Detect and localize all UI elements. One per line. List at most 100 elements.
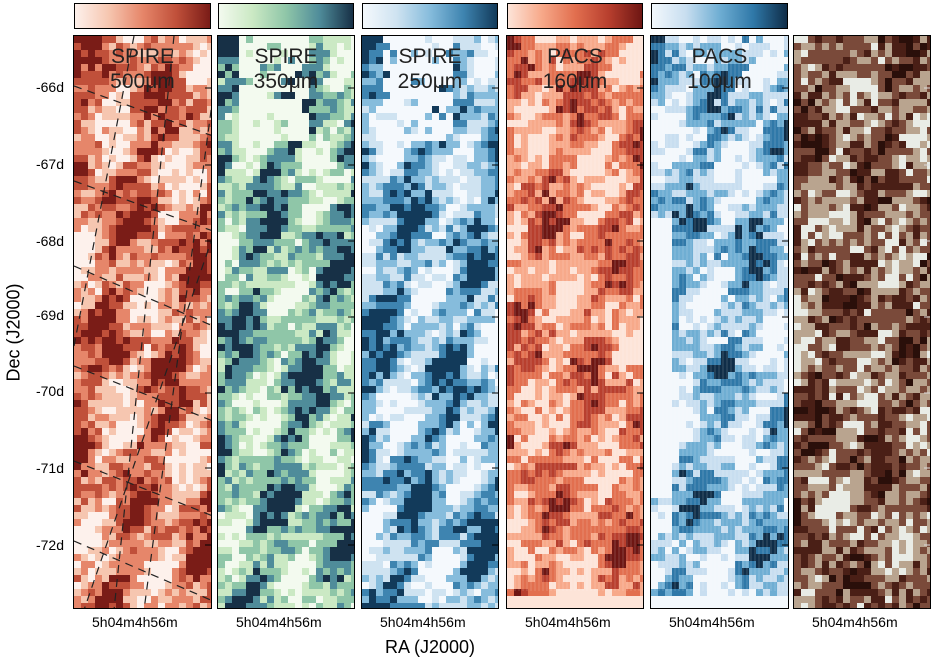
map-pixel bbox=[474, 134, 481, 141]
map-pixel bbox=[225, 169, 232, 176]
map-pixel bbox=[376, 302, 383, 309]
map-pixel bbox=[467, 99, 474, 106]
footprint-dashed-line bbox=[113, 36, 175, 608]
map-pixel bbox=[95, 176, 102, 183]
map-pixel bbox=[344, 197, 351, 204]
map-pixel bbox=[474, 547, 481, 554]
map-pixel bbox=[81, 540, 88, 547]
map-pixel bbox=[376, 309, 383, 316]
map-pixel bbox=[239, 505, 246, 512]
map-pixel bbox=[295, 232, 302, 239]
map-pixel bbox=[344, 239, 351, 246]
map-pixel bbox=[542, 43, 549, 50]
map-pixel bbox=[316, 43, 323, 50]
map-pixel bbox=[246, 491, 253, 498]
map-pixel bbox=[439, 330, 446, 337]
map-pixel bbox=[281, 603, 288, 608]
map-pixel bbox=[95, 120, 102, 127]
map-pixel bbox=[288, 386, 295, 393]
map-pixel bbox=[81, 50, 88, 57]
map-pixel bbox=[130, 379, 137, 386]
map-pixel bbox=[351, 477, 354, 484]
map-pixel bbox=[474, 435, 481, 442]
map-pixel bbox=[362, 141, 369, 148]
map-pixel bbox=[351, 239, 354, 246]
map-pixel bbox=[295, 484, 302, 491]
map-pixel bbox=[88, 246, 95, 253]
map-pixel bbox=[288, 561, 295, 568]
map-pixel bbox=[88, 358, 95, 365]
map-pixel bbox=[633, 36, 640, 43]
map-pixel bbox=[344, 204, 351, 211]
map-pixel bbox=[274, 372, 281, 379]
map-pixel bbox=[309, 344, 316, 351]
map-pixel bbox=[439, 309, 446, 316]
map-pixel bbox=[172, 386, 179, 393]
map-pixel bbox=[425, 239, 432, 246]
map-pixel bbox=[137, 218, 144, 225]
map-pixel bbox=[351, 302, 354, 309]
map-pixel bbox=[488, 267, 495, 274]
map-pixel bbox=[453, 99, 460, 106]
map-pixel bbox=[344, 57, 351, 64]
map-pixel bbox=[165, 470, 172, 477]
map-pixel bbox=[330, 232, 337, 239]
map-pixel bbox=[130, 85, 137, 92]
map-pixel bbox=[281, 365, 288, 372]
map-pixel bbox=[488, 400, 495, 407]
map-pixel bbox=[453, 526, 460, 533]
map-pixel bbox=[207, 260, 211, 267]
map-pixel bbox=[200, 456, 207, 463]
map-pixel bbox=[390, 533, 397, 540]
map-pixel bbox=[165, 127, 172, 134]
map-pixel bbox=[179, 302, 186, 309]
map-pixel bbox=[390, 582, 397, 589]
map-pixel bbox=[404, 428, 411, 435]
map-pixel bbox=[528, 50, 535, 57]
map-pixel bbox=[144, 274, 151, 281]
map-pixel bbox=[232, 120, 239, 127]
map-pixel bbox=[446, 554, 453, 561]
map-pixel bbox=[302, 281, 309, 288]
map-pixel bbox=[193, 267, 200, 274]
map-pixel bbox=[362, 386, 369, 393]
map-pixel bbox=[439, 176, 446, 183]
map-pixel bbox=[383, 316, 390, 323]
map-pixel bbox=[397, 134, 404, 141]
map-pixel bbox=[383, 260, 390, 267]
map-pixel bbox=[144, 449, 151, 456]
map-pixel bbox=[411, 323, 418, 330]
map-pixel bbox=[137, 477, 144, 484]
map-pixel bbox=[218, 365, 225, 372]
map-pixel bbox=[218, 414, 225, 421]
map-pixel bbox=[232, 288, 239, 295]
map-pixel bbox=[193, 197, 200, 204]
map-pixel bbox=[309, 36, 316, 43]
map-pixel bbox=[102, 421, 109, 428]
map-pixel bbox=[253, 232, 260, 239]
map-pixel bbox=[172, 344, 179, 351]
map-pixel bbox=[123, 414, 130, 421]
map-pixel bbox=[369, 449, 376, 456]
map-pixel bbox=[302, 477, 309, 484]
map-pixel bbox=[460, 316, 467, 323]
map-pixel bbox=[309, 274, 316, 281]
map-pixel bbox=[521, 71, 528, 78]
map-pixel bbox=[116, 491, 123, 498]
map-pixel bbox=[383, 505, 390, 512]
map-pixel bbox=[467, 449, 474, 456]
map-pixel bbox=[207, 71, 211, 78]
map-pixel bbox=[404, 197, 411, 204]
map-pixel bbox=[151, 582, 158, 589]
map-pixel bbox=[633, 71, 640, 78]
map-pixel bbox=[288, 435, 295, 442]
map-pixel bbox=[460, 589, 467, 596]
map-pixel bbox=[446, 379, 453, 386]
map-pixel bbox=[467, 260, 474, 267]
map-pixel bbox=[281, 162, 288, 169]
map-pixel bbox=[246, 239, 253, 246]
map-pixel bbox=[74, 190, 81, 197]
map-pixel bbox=[232, 106, 239, 113]
map-pixel bbox=[309, 526, 316, 533]
map-pixel bbox=[144, 190, 151, 197]
